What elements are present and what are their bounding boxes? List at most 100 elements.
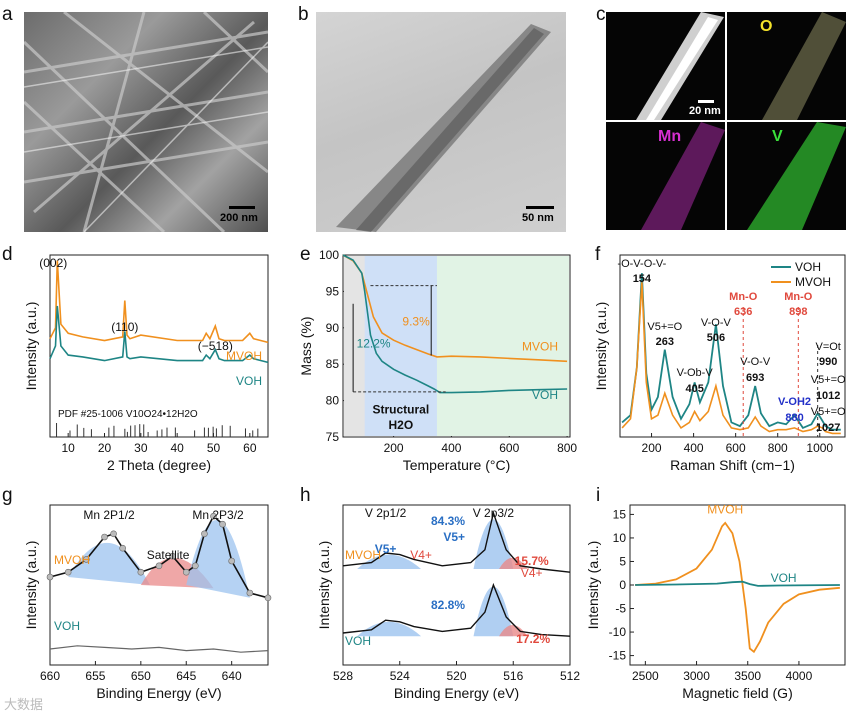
legend-voh: VOH <box>54 619 80 633</box>
raman-peak-label: V5+=O <box>811 374 846 386</box>
peak-label: Mn 2P3/2 <box>192 508 244 522</box>
y-axis-title: Intensity (a.u.) <box>593 302 609 391</box>
raman-peak-label: V5+=O <box>647 321 682 333</box>
v-map-cloud <box>747 122 846 230</box>
x-axis-title: Binding Energy (eV) <box>394 685 519 701</box>
sem-fibers <box>24 12 268 232</box>
series-voh-line <box>621 273 841 431</box>
x-axis-title: Magnetic field (G) <box>682 685 792 701</box>
raman-peak-label: 1012 <box>816 390 840 402</box>
raman-peak-label: 898 <box>789 306 807 318</box>
eds-map-mn: Mn <box>606 122 725 230</box>
raman-peak-label: 1027 <box>816 422 840 434</box>
panel-label-c: c <box>596 4 606 25</box>
series-voh-line <box>342 582 571 637</box>
x-tick-label: 600 <box>499 441 519 455</box>
raman-peak-label: V-OH2 <box>778 396 811 408</box>
region-label: H2O <box>388 418 413 432</box>
pdf-label: PDF #25-1006 V10O24•12H2O <box>58 409 198 420</box>
x-tick-label: 400 <box>441 441 461 455</box>
data-point <box>101 533 108 541</box>
legend-voh: VOH <box>795 260 821 274</box>
x-tick-label: 655 <box>85 669 105 683</box>
mn-2p12-fit <box>68 542 150 585</box>
x-axis-title: Raman Shift (cm−1) <box>670 457 795 473</box>
x-tick-label: 60 <box>243 441 257 455</box>
data-point <box>219 520 226 528</box>
peak-label: V 2p1/2 <box>365 506 407 520</box>
x-tick-label: 520 <box>446 669 466 683</box>
scale-bar <box>526 206 554 209</box>
legend-voh: VOH <box>345 634 371 648</box>
y-tick-label: 95 <box>326 284 340 298</box>
region-label: Structural <box>372 403 429 417</box>
panel-label-e: e <box>300 244 311 265</box>
ratio-label: 82.8% <box>431 598 465 612</box>
legend-mvoh: MVOH <box>707 502 743 516</box>
y-tick-label: 5 <box>619 554 626 568</box>
x-tick-label: 640 <box>222 669 242 683</box>
legend-voh: VOH <box>771 571 797 585</box>
y-axis-title: Intensity (a.u.) <box>23 302 39 391</box>
data-point <box>119 544 126 552</box>
x-axis-title: 2 Theta (degree) <box>107 457 211 473</box>
data-point <box>110 530 117 538</box>
data-point <box>246 589 254 597</box>
scale-label: 20 nm <box>689 105 721 117</box>
x-tick-label: 2500 <box>632 669 659 683</box>
series-voh-line <box>342 254 568 394</box>
y-tick-label: -5 <box>615 602 626 616</box>
y-axis-title: Intensity (a.u.) <box>316 541 332 630</box>
data-point <box>228 557 235 565</box>
panel-label-i: i <box>596 485 600 506</box>
y-tick-label: 90 <box>326 321 340 335</box>
panel-label-f: f <box>595 244 601 265</box>
series-mvoh-line <box>635 521 840 654</box>
o-map-cloud <box>762 12 846 120</box>
legend-mvoh: MVOH <box>54 553 90 567</box>
peak-label: V 2p3/2 <box>473 506 515 520</box>
raman-peak-label: -O-V-O-V- <box>617 258 666 270</box>
x-tick-label: 40 <box>170 441 184 455</box>
v5-2p32-fit <box>473 519 514 569</box>
region-grey <box>344 256 366 436</box>
y-tick-label: 75 <box>326 430 340 444</box>
x-tick-label: 4000 <box>786 669 813 683</box>
plot-frame <box>342 254 571 438</box>
mn-2p32-fit <box>186 520 250 598</box>
y-tick-label: -10 <box>609 625 627 639</box>
raman-peak-label: V-O-V <box>701 317 732 329</box>
data-point <box>201 530 208 538</box>
x-tick-label: 200 <box>642 441 662 455</box>
series-mvoh-line <box>342 510 571 573</box>
data-point <box>46 573 54 581</box>
legend-voh: VOH <box>236 374 262 388</box>
v5-2p12-fit <box>357 621 422 637</box>
eds-label-o: O <box>760 18 773 35</box>
scale-bar <box>229 206 255 209</box>
x-tick-label: 3000 <box>683 669 710 683</box>
raman-peak-label: Mn-O <box>784 291 813 303</box>
data-point <box>169 552 176 560</box>
eds-map-o: O <box>727 12 846 120</box>
y-tick-label: 100 <box>319 248 339 262</box>
scale-bar <box>698 100 714 103</box>
raman-peak-label: V5+=O <box>811 406 846 418</box>
series-voh-line <box>49 645 269 653</box>
raman-peak-label: V-Ob-V <box>677 367 714 379</box>
plot-frame <box>619 254 846 438</box>
x-tick-label: 600 <box>726 441 746 455</box>
series-mvoh-line <box>621 282 841 435</box>
tem-image: 50 nm <box>316 12 566 232</box>
v4-fit <box>499 625 528 637</box>
legend-mvoh: MVOH <box>226 349 262 363</box>
y-axis-title: Intensity (a.u.) <box>23 541 39 630</box>
x-tick-label: 800 <box>557 441 577 455</box>
legend-mvoh: MVOH <box>522 339 558 353</box>
data-point <box>192 562 199 570</box>
data-point <box>155 562 163 570</box>
v5-2p12-fit <box>357 554 422 569</box>
x-tick-label: 524 <box>390 669 410 683</box>
x-axis-title: Temperature (°C) <box>403 457 511 473</box>
scale-label: 50 nm <box>522 212 554 224</box>
